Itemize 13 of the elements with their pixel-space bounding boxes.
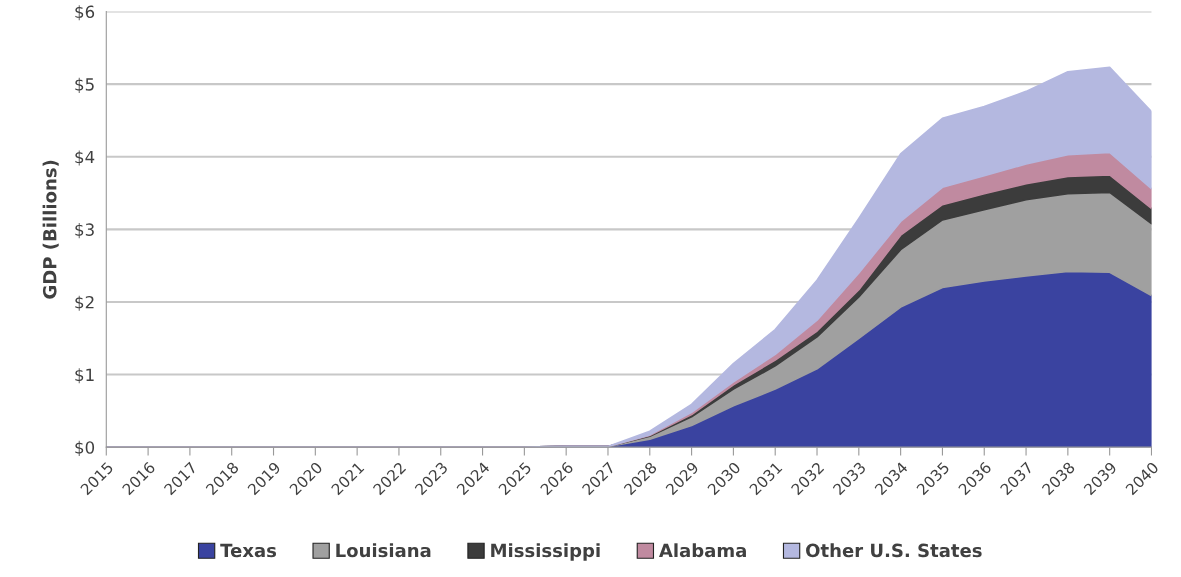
legend-label: Texas (220, 543, 277, 558)
legend-label: Alabama (658, 543, 746, 558)
y-axis-title: GDP (Billions) (42, 160, 59, 299)
legend-label: Louisiana (336, 543, 431, 558)
y-tick-label: $3 (75, 223, 94, 239)
legend-label: Other U.S. States (806, 543, 982, 558)
y-tick-label: $0 (75, 440, 95, 456)
y-tick-label: $1 (75, 368, 94, 384)
y-tick-label: $6 (75, 5, 95, 21)
y-tick-label: $2 (75, 295, 94, 311)
legend-label: Mississippi (491, 543, 600, 561)
y-tick-label: $4 (75, 150, 95, 166)
y-tick-label: $5 (75, 77, 94, 93)
